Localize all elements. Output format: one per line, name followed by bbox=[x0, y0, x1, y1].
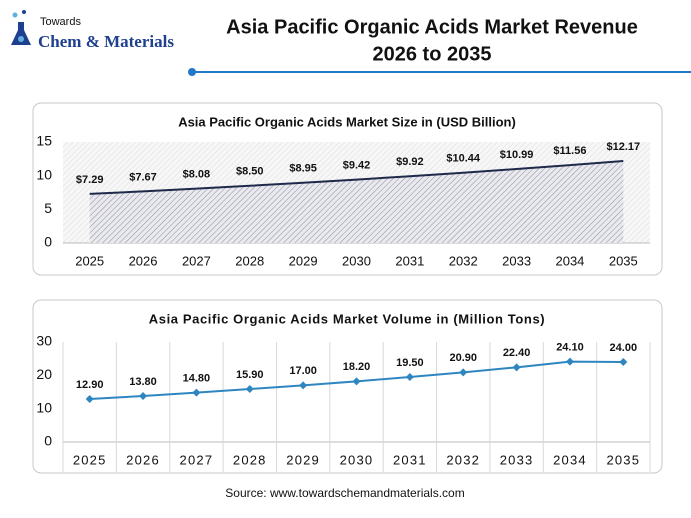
value-label: 12.90 bbox=[76, 379, 104, 391]
x-tick-label: 2033 bbox=[502, 253, 531, 268]
value-label: $10.99 bbox=[500, 149, 534, 161]
value-label: 19.50 bbox=[396, 357, 424, 369]
x-tick-label: 2031 bbox=[395, 253, 424, 268]
x-tick-label: 2028 bbox=[235, 253, 264, 268]
marker bbox=[619, 358, 628, 366]
value-label: 24.00 bbox=[610, 342, 638, 354]
value-label: $10.44 bbox=[446, 153, 481, 165]
x-tick-label: 2032 bbox=[446, 452, 480, 467]
chart-panel bbox=[32, 299, 663, 474]
value-label: $11.56 bbox=[553, 145, 586, 157]
x-tick-label: 2026 bbox=[129, 253, 158, 268]
x-tick-label: 2027 bbox=[182, 253, 211, 268]
marker bbox=[299, 381, 308, 390]
value-label: 22.40 bbox=[503, 347, 531, 359]
marker bbox=[139, 392, 148, 400]
x-tick-label: 2025 bbox=[73, 452, 107, 467]
value-label: $7.67 bbox=[129, 171, 157, 183]
value-label: 14.80 bbox=[183, 373, 211, 385]
marker bbox=[352, 377, 361, 386]
marker bbox=[459, 368, 468, 377]
y-tick-label: 0 bbox=[44, 234, 52, 250]
x-tick-label: 2029 bbox=[286, 452, 320, 467]
y-tick-label: 20 bbox=[36, 366, 52, 382]
x-tick-label: 2030 bbox=[340, 452, 374, 467]
y-tick-label: 0 bbox=[44, 433, 52, 449]
header-dot bbox=[188, 68, 196, 76]
y-tick-label: 10 bbox=[36, 399, 52, 415]
marker bbox=[245, 385, 254, 393]
x-tick-label: 2031 bbox=[393, 452, 427, 467]
value-label: 18.20 bbox=[343, 361, 371, 373]
marker bbox=[512, 363, 521, 372]
x-tick-label: 2025 bbox=[75, 253, 104, 268]
marker bbox=[565, 357, 574, 366]
x-tick-label: 2033 bbox=[500, 452, 534, 467]
title-line: Asia Pacific Organic Acids Market Revenu… bbox=[226, 16, 638, 38]
value-label: $9.92 bbox=[396, 156, 424, 168]
x-tick-label: 2028 bbox=[233, 452, 267, 467]
value-label: $9.42 bbox=[343, 159, 371, 171]
chart-title: Asia Pacific Organic Acids Market Volume… bbox=[149, 311, 545, 326]
x-tick-label: 2035 bbox=[606, 452, 640, 467]
value-label: 15.90 bbox=[236, 369, 264, 381]
area bbox=[89, 161, 624, 243]
marker bbox=[85, 395, 94, 403]
x-tick-label: 2035 bbox=[609, 253, 638, 268]
value-label: $7.29 bbox=[76, 174, 104, 186]
x-tick-label: 2026 bbox=[126, 452, 160, 467]
x-tick-label: 2034 bbox=[555, 253, 584, 268]
marker bbox=[192, 388, 201, 397]
y-tick-label: 5 bbox=[44, 200, 52, 216]
x-tick-label: 2030 bbox=[342, 253, 371, 268]
x-tick-label: 2027 bbox=[180, 452, 214, 467]
value-label: $8.08 bbox=[183, 169, 211, 181]
value-label: 13.80 bbox=[129, 376, 157, 388]
x-tick-label: 2029 bbox=[289, 253, 318, 268]
value-label: $8.95 bbox=[289, 163, 317, 175]
source: Source: www.towardschemandmaterials.com bbox=[225, 486, 464, 500]
logo: Towards Chem & Materials bbox=[11, 10, 174, 51]
y-tick-label: 15 bbox=[36, 133, 52, 149]
y-tick-label: 10 bbox=[36, 166, 52, 182]
brand-top: Towards bbox=[40, 16, 81, 28]
x-tick-label: 2034 bbox=[553, 452, 587, 467]
brand: Chem & Materials bbox=[38, 32, 174, 51]
line bbox=[89, 160, 624, 195]
value-label: 24.10 bbox=[556, 342, 584, 354]
title-line: 2026 to 2035 bbox=[373, 43, 492, 65]
x-tick-label: 2032 bbox=[449, 253, 478, 268]
value-label: 20.90 bbox=[449, 352, 477, 364]
chart-title: Asia Pacific Organic Acids Market Size i… bbox=[178, 114, 516, 129]
value-label: $8.50 bbox=[236, 166, 264, 178]
y-tick-label: 30 bbox=[36, 333, 52, 349]
marker bbox=[405, 373, 414, 381]
value-label: $12.17 bbox=[606, 141, 640, 153]
value-label: 17.00 bbox=[289, 365, 317, 377]
